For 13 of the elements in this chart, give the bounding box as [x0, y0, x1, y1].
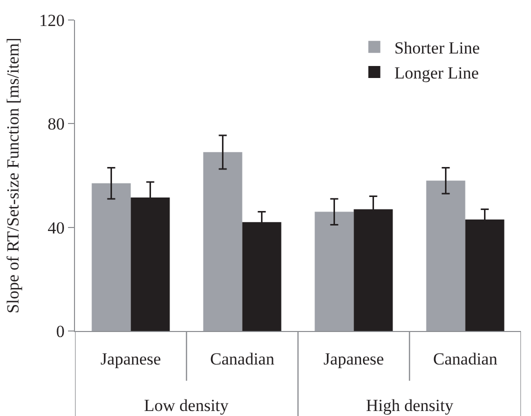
x-tick-label: Canadian: [210, 349, 275, 368]
text: High density: [366, 396, 454, 415]
x-tick-label: Japanese: [100, 349, 161, 368]
x-tick-label: Canadian: [433, 349, 498, 368]
x-tick-label: Japanese: [324, 349, 384, 368]
y-tick-label: 80: [48, 114, 65, 134]
legend-label: Longer Line: [394, 64, 479, 83]
legend-label: Shorter Line: [394, 38, 480, 58]
y-tick-label: 0: [56, 322, 65, 341]
y-tick-label: 40: [48, 218, 65, 238]
y-tick-label: 120: [39, 10, 65, 30]
text: Low density: [144, 396, 230, 415]
y-axis-title: Slope of RT/Set-size Function [ms/item]: [4, 38, 23, 314]
